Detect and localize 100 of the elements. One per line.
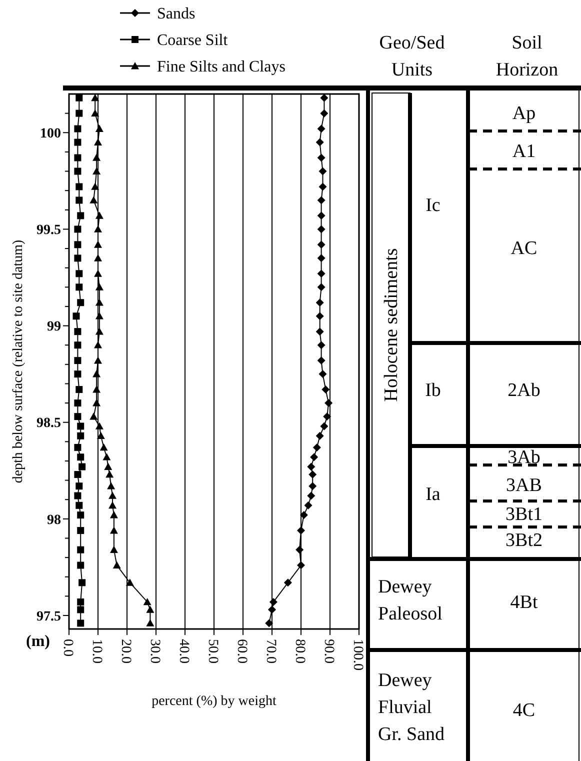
point	[94, 341, 102, 348]
text: 4Bt	[510, 592, 538, 612]
point	[78, 579, 86, 586]
point	[95, 124, 104, 132]
point	[300, 511, 308, 520]
point	[74, 413, 82, 420]
point	[102, 453, 111, 460]
point	[74, 492, 82, 500]
point	[94, 138, 102, 146]
x-tick-label: 10.0	[89, 639, 104, 664]
point	[76, 270, 83, 278]
point	[318, 167, 327, 176]
point	[94, 240, 102, 248]
point	[95, 283, 104, 290]
point	[74, 241, 82, 248]
text: 4C	[512, 700, 536, 720]
point	[76, 183, 83, 190]
point	[92, 370, 101, 378]
point	[320, 422, 328, 430]
point	[77, 512, 84, 519]
point	[91, 109, 100, 117]
y-axis-title: depth below surface (relative to site datum)	[11, 239, 26, 484]
x-tick-label: 50.0	[205, 639, 220, 664]
point	[146, 619, 154, 626]
y-tick-label: 99	[47, 320, 61, 335]
point	[296, 546, 304, 554]
point	[95, 212, 104, 219]
x-tick-label: 0.0	[60, 639, 76, 656]
text: AC	[510, 238, 538, 258]
point	[74, 357, 82, 364]
point	[77, 620, 84, 627]
point	[322, 386, 330, 394]
point	[77, 562, 84, 569]
text: Geo/Sed Units	[379, 32, 446, 80]
point	[77, 454, 84, 461]
text: A1	[512, 140, 536, 162]
point	[76, 110, 83, 117]
point	[74, 168, 82, 175]
text: Soil Horizon	[496, 32, 559, 80]
point	[104, 462, 112, 470]
point	[317, 124, 326, 133]
point	[74, 400, 82, 407]
point	[76, 502, 83, 509]
text: Ia	[426, 484, 441, 504]
point	[77, 546, 84, 554]
point	[92, 386, 101, 393]
point	[317, 212, 326, 220]
point	[316, 328, 324, 336]
point	[108, 501, 116, 509]
point	[318, 370, 327, 378]
text: Dewey Fluvial Gr. Sand	[378, 670, 445, 744]
point	[74, 342, 82, 349]
x-tick-label: 90.0	[321, 639, 336, 664]
point	[77, 598, 84, 606]
point	[269, 598, 278, 606]
legend-label: Sands	[157, 6, 196, 23]
x-tick-label: 20.0	[118, 639, 134, 664]
point	[77, 299, 84, 306]
point	[76, 386, 83, 394]
point	[110, 511, 118, 518]
point	[91, 182, 100, 190]
point	[112, 561, 121, 568]
point	[92, 167, 101, 174]
point	[304, 501, 312, 510]
point	[77, 606, 84, 614]
point	[268, 606, 276, 614]
point	[146, 606, 154, 613]
point	[126, 578, 134, 586]
point	[107, 482, 116, 490]
text: Holocene sediments	[380, 248, 402, 402]
point	[297, 561, 305, 570]
y-tick-label: 100	[40, 126, 61, 142]
point	[95, 298, 104, 306]
point	[94, 270, 102, 277]
point	[72, 312, 80, 320]
x-tick-label: 40.0	[176, 639, 192, 664]
point	[94, 225, 102, 232]
point	[74, 254, 82, 262]
point	[312, 443, 321, 452]
point	[77, 212, 84, 220]
point	[106, 470, 114, 478]
point	[320, 109, 328, 118]
point	[76, 196, 83, 204]
point	[307, 492, 316, 500]
x-tick-label: 80.0	[292, 639, 308, 664]
y-tick-label: 98	[47, 512, 61, 528]
text: 3Ab	[508, 446, 540, 468]
point	[307, 462, 316, 471]
text: 2Ab	[508, 380, 540, 400]
x-axis-title: percent (%) by weight	[152, 694, 276, 709]
x-tick-label: 70.0	[263, 639, 278, 664]
text: Dewey Paleosol	[378, 576, 442, 624]
point	[317, 154, 326, 162]
point	[265, 619, 274, 628]
point	[94, 254, 102, 262]
point	[316, 298, 324, 307]
point	[95, 422, 104, 430]
y-tick-label: 97.5	[36, 609, 61, 624]
point	[316, 138, 324, 146]
point	[310, 453, 318, 462]
